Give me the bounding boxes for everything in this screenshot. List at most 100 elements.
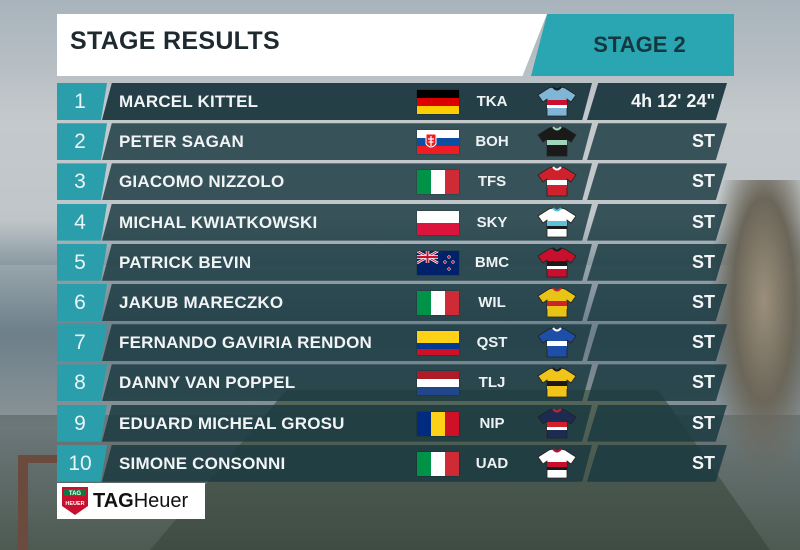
time-bar	[587, 324, 727, 362]
wooden-beam	[18, 455, 78, 463]
rider-bar	[102, 123, 592, 161]
table-row: 6 JAKUB MARECZKO WIL ST	[57, 284, 727, 321]
time-bar	[587, 123, 727, 161]
rider-name: PATRICK BEVIN	[119, 252, 252, 272]
position-badge	[57, 163, 107, 201]
time-bar	[587, 163, 727, 201]
wooden-post	[18, 455, 28, 550]
header-banner	[57, 14, 547, 76]
position-number: 5	[74, 250, 86, 274]
italy-flag	[417, 291, 459, 315]
rider-name: PETER SAGAN	[119, 132, 244, 152]
position-badge	[57, 83, 107, 120]
sponsor-brand-a: TAG	[93, 490, 134, 512]
rider-bar	[102, 163, 592, 201]
rider-name: EDUARD MICHEAL GROSU	[119, 413, 345, 433]
sponsor-wordmark: TAGHeuer	[93, 483, 188, 519]
position-badge	[57, 404, 107, 442]
team-code: NIP	[479, 414, 505, 432]
team-code: BMC	[474, 253, 510, 271]
finish-time: ST	[691, 131, 715, 152]
team-code: QST	[476, 334, 508, 352]
sponsor-logo: TAG HEUER TAGHeuer	[57, 483, 205, 519]
position-number: 2	[74, 130, 86, 154]
time-bar	[587, 364, 727, 402]
position-number: 8	[74, 371, 86, 395]
rider-bar	[102, 203, 592, 241]
rider-name: SIMONE CONSONNI	[119, 453, 286, 473]
rider-bar	[102, 364, 592, 402]
italy-flag	[417, 451, 459, 476]
sponsor-brand-b: Heuer	[133, 490, 189, 512]
rider-name: MICHAL KWIATKOWSKI	[119, 212, 318, 232]
rider-bar	[102, 83, 592, 120]
table-row: 9 EDUARD MICHEAL GROSU NIP ST	[57, 404, 727, 442]
time-bar	[587, 444, 727, 482]
team-code: SKY	[476, 213, 508, 231]
finish-time: ST	[691, 372, 715, 393]
netherlands-flag	[417, 371, 459, 396]
poland-flag	[417, 210, 459, 235]
position-number: 10	[68, 451, 92, 475]
position-badge	[57, 364, 107, 402]
rider-name: GIACOMO NIZZOLO	[119, 172, 285, 192]
tag-heuer-shield-icon: TAG HEUER	[62, 487, 88, 515]
position-badge	[57, 243, 107, 281]
germany-flag	[417, 90, 459, 114]
italy-flag	[417, 170, 459, 195]
position-number: 7	[74, 331, 86, 355]
finish-time: ST	[691, 171, 715, 192]
rider-bar	[102, 404, 592, 442]
finish-time: ST	[691, 412, 715, 433]
team-code: TLJ	[478, 374, 506, 392]
finish-time: ST	[691, 292, 715, 312]
rider-bar	[102, 444, 592, 482]
position-number: 6	[74, 291, 86, 314]
table-row: 5 PATRICK BEVIN BMC ST	[57, 243, 727, 281]
time-bar	[587, 284, 727, 321]
time-bar	[587, 404, 727, 442]
rider-bar	[102, 324, 592, 362]
finish-time: ST	[691, 332, 715, 353]
position-badge	[57, 123, 107, 161]
position-number: 9	[74, 411, 86, 435]
position-badge	[57, 203, 107, 241]
finish-time: ST	[691, 452, 715, 473]
position-number: 3	[74, 170, 86, 194]
stage-label: STAGE 2	[593, 32, 686, 57]
team-code: TFS	[477, 173, 507, 191]
colombia-flag	[417, 331, 459, 356]
rider-name: MARCEL KITTEL	[119, 92, 259, 111]
rider-bar	[102, 284, 592, 321]
table-row: 1 MARCEL KITTEL TKA 4h 12' 24"	[57, 83, 727, 120]
shield-top-text: TAG	[69, 491, 82, 497]
finish-time: 4h 12' 24"	[631, 91, 715, 111]
table-row: 3 GIACOMO NIZZOLO TFS ST	[57, 163, 727, 201]
position-number: 1	[74, 90, 86, 113]
team-code: UAD	[475, 454, 509, 472]
table-row: 4 MICHAL KWIATKOWSKI SKY ST	[57, 203, 727, 241]
position-number: 4	[74, 210, 86, 234]
new-zealand-flag	[417, 250, 459, 275]
stage-badge	[531, 14, 734, 76]
position-badge	[57, 324, 107, 362]
page-title: STAGE RESULTS	[70, 27, 280, 55]
team-code: TKA	[476, 93, 508, 110]
time-bar	[587, 203, 727, 241]
rider-name: DANNY VAN POPPEL	[119, 373, 296, 393]
table-row: 10 SIMONE CONSONNI UAD ST	[57, 444, 727, 482]
time-bar	[587, 83, 727, 120]
table-row: 2 PETER SAGAN BOH ST	[57, 123, 727, 161]
rider-bar	[102, 243, 592, 281]
position-badge	[57, 444, 107, 482]
table-row: 8 DANNY VAN POPPEL TLJ ST	[57, 364, 727, 402]
team-code: BOH	[475, 133, 509, 151]
position-badge	[57, 284, 107, 321]
rider-name: JAKUB MARECZKO	[119, 293, 284, 312]
romania-flag	[417, 411, 459, 436]
team-code: WIL	[478, 294, 506, 311]
finish-time: ST	[691, 211, 715, 232]
rider-name: FERNANDO GAVIRIA RENDON	[119, 333, 372, 353]
table-row: 7 FERNANDO GAVIRIA RENDON QST ST	[57, 324, 727, 362]
time-bar	[587, 243, 727, 281]
